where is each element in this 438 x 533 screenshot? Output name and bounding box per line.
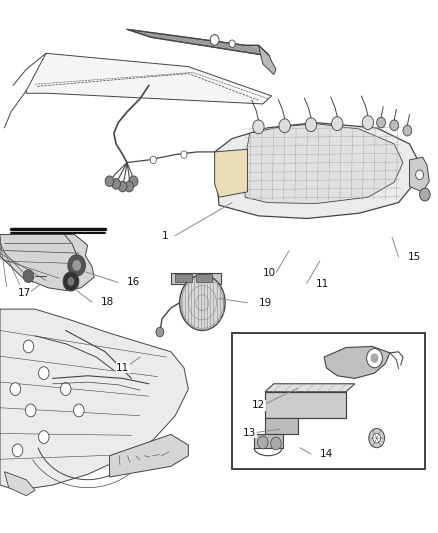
Polygon shape — [0, 235, 94, 290]
Circle shape — [68, 255, 85, 276]
Circle shape — [390, 120, 399, 131]
Polygon shape — [410, 157, 429, 192]
Circle shape — [105, 176, 114, 187]
Circle shape — [332, 117, 343, 131]
Circle shape — [23, 270, 34, 282]
Circle shape — [371, 353, 378, 363]
Text: 17: 17 — [18, 288, 31, 298]
Polygon shape — [215, 123, 420, 219]
Circle shape — [271, 437, 281, 450]
Circle shape — [23, 340, 34, 353]
Circle shape — [39, 431, 49, 443]
Text: 19: 19 — [258, 298, 272, 308]
Bar — [196, 274, 212, 282]
Circle shape — [112, 179, 120, 189]
Circle shape — [181, 151, 187, 158]
Polygon shape — [254, 434, 283, 448]
Circle shape — [129, 176, 138, 187]
Text: 10: 10 — [263, 268, 276, 278]
Polygon shape — [215, 149, 247, 197]
Bar — [175, 274, 192, 282]
Circle shape — [72, 260, 81, 271]
Circle shape — [373, 433, 381, 443]
Polygon shape — [265, 392, 346, 418]
Polygon shape — [127, 29, 269, 56]
Circle shape — [377, 117, 385, 128]
Circle shape — [60, 383, 71, 395]
Circle shape — [63, 272, 79, 291]
Polygon shape — [265, 418, 298, 434]
Polygon shape — [26, 53, 272, 104]
Circle shape — [362, 116, 374, 130]
Circle shape — [12, 444, 23, 457]
Circle shape — [305, 118, 317, 132]
Text: 11: 11 — [116, 363, 129, 373]
Text: 13: 13 — [243, 428, 256, 438]
Circle shape — [150, 156, 156, 164]
Circle shape — [39, 367, 49, 379]
Text: 14: 14 — [320, 449, 333, 459]
Polygon shape — [4, 472, 35, 496]
Circle shape — [125, 181, 134, 192]
Circle shape — [369, 429, 385, 448]
Circle shape — [403, 125, 412, 136]
Circle shape — [156, 327, 164, 337]
Text: 15: 15 — [407, 252, 420, 262]
Polygon shape — [265, 384, 355, 392]
Text: 12: 12 — [252, 400, 265, 410]
Polygon shape — [110, 434, 188, 477]
Text: 1: 1 — [162, 231, 169, 240]
Polygon shape — [258, 45, 276, 75]
Circle shape — [279, 119, 290, 133]
Circle shape — [25, 404, 36, 417]
Circle shape — [229, 40, 235, 47]
Circle shape — [10, 383, 21, 395]
Bar — [232, 333, 425, 469]
Circle shape — [180, 275, 225, 330]
Circle shape — [416, 170, 424, 180]
Polygon shape — [324, 346, 390, 378]
Circle shape — [253, 120, 264, 134]
Text: 16: 16 — [127, 278, 140, 287]
Circle shape — [210, 35, 219, 45]
Circle shape — [67, 277, 74, 286]
Circle shape — [258, 436, 268, 449]
Polygon shape — [0, 309, 188, 490]
Circle shape — [367, 349, 382, 368]
Polygon shape — [243, 124, 403, 204]
Circle shape — [118, 181, 127, 192]
Text: 11: 11 — [315, 279, 328, 288]
Polygon shape — [171, 273, 221, 284]
Circle shape — [74, 404, 84, 417]
Text: 18: 18 — [101, 297, 114, 307]
Circle shape — [420, 188, 430, 201]
